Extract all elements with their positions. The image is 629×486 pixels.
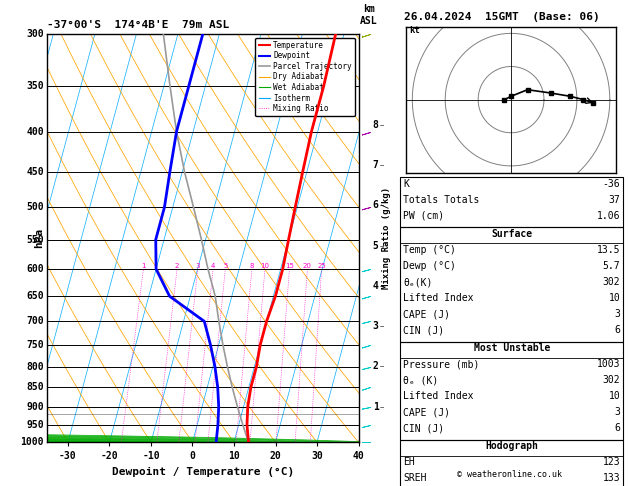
Text: PW (cm): PW (cm) [403, 211, 444, 221]
Text: θₑ (K): θₑ (K) [403, 375, 438, 385]
Text: 400: 400 [26, 126, 44, 137]
Text: CIN (J): CIN (J) [403, 423, 444, 434]
Text: 302: 302 [603, 277, 620, 287]
Text: Temp (°C): Temp (°C) [403, 245, 456, 255]
Text: 1003: 1003 [597, 359, 620, 369]
Text: 123: 123 [603, 457, 620, 468]
Text: 6: 6 [615, 423, 620, 434]
Text: θₑ(K): θₑ(K) [403, 277, 433, 287]
Text: Lifted Index: Lifted Index [403, 391, 474, 401]
Text: 4: 4 [373, 281, 379, 291]
Text: 1: 1 [373, 401, 379, 412]
Text: 750: 750 [26, 340, 44, 350]
Text: 37: 37 [608, 195, 620, 205]
Text: 500: 500 [26, 202, 44, 212]
Text: Totals Totals: Totals Totals [403, 195, 479, 205]
Text: 1: 1 [141, 263, 146, 269]
Text: 5: 5 [373, 241, 379, 251]
Text: 2: 2 [373, 361, 379, 371]
Text: 15: 15 [285, 263, 294, 269]
Text: SREH: SREH [403, 473, 426, 484]
Text: 7: 7 [373, 160, 379, 170]
Text: 650: 650 [26, 291, 44, 301]
Text: 10: 10 [608, 391, 620, 401]
Text: K: K [403, 179, 409, 189]
Text: 25: 25 [317, 263, 326, 269]
Text: 5.7: 5.7 [603, 261, 620, 271]
Text: CAPE (J): CAPE (J) [403, 309, 450, 319]
Text: Dewp (°C): Dewp (°C) [403, 261, 456, 271]
Text: CIN (J): CIN (J) [403, 325, 444, 335]
Text: 300: 300 [26, 29, 44, 39]
Text: 900: 900 [26, 401, 44, 412]
Text: Lifted Index: Lifted Index [403, 293, 474, 303]
Text: Pressure (mb): Pressure (mb) [403, 359, 479, 369]
Text: 10: 10 [608, 293, 620, 303]
Text: 3: 3 [615, 309, 620, 319]
Text: 700: 700 [26, 316, 44, 326]
Text: EH: EH [403, 457, 415, 468]
Text: 10: 10 [260, 263, 269, 269]
Text: 8: 8 [250, 263, 254, 269]
Text: -37°00'S  174°4B'E  79m ASL: -37°00'S 174°4B'E 79m ASL [47, 20, 230, 31]
Text: kt: kt [409, 26, 420, 35]
Legend: Temperature, Dewpoint, Parcel Trajectory, Dry Adiabat, Wet Adiabat, Isotherm, Mi: Temperature, Dewpoint, Parcel Trajectory… [255, 38, 355, 116]
Text: 3: 3 [373, 321, 379, 331]
Text: 1000: 1000 [21, 437, 44, 447]
Text: 800: 800 [26, 362, 44, 372]
Text: 2: 2 [175, 263, 179, 269]
Text: Mixing Ratio (g/kg): Mixing Ratio (g/kg) [382, 187, 391, 289]
Text: 4: 4 [211, 263, 215, 269]
Text: © weatheronline.co.uk: © weatheronline.co.uk [457, 469, 562, 479]
Text: -36: -36 [603, 179, 620, 189]
Text: Surface: Surface [491, 229, 532, 239]
Text: km
ASL: km ASL [360, 4, 377, 26]
Text: 1.06: 1.06 [597, 211, 620, 221]
Text: 5: 5 [223, 263, 228, 269]
Text: 20: 20 [303, 263, 312, 269]
Text: 850: 850 [26, 382, 44, 392]
Text: 3: 3 [615, 407, 620, 417]
Text: 450: 450 [26, 167, 44, 176]
Text: Hodograph: Hodograph [485, 441, 538, 451]
Text: Most Unstable: Most Unstable [474, 343, 550, 353]
Text: CAPE (J): CAPE (J) [403, 407, 450, 417]
Text: 950: 950 [26, 420, 44, 430]
Y-axis label: hPa: hPa [35, 228, 45, 248]
Text: 6: 6 [615, 325, 620, 335]
Text: 8: 8 [373, 120, 379, 130]
Text: 350: 350 [26, 81, 44, 91]
Text: 133: 133 [603, 473, 620, 484]
Text: 302: 302 [603, 375, 620, 385]
X-axis label: Dewpoint / Temperature (°C): Dewpoint / Temperature (°C) [112, 467, 294, 477]
Text: 550: 550 [26, 235, 44, 244]
Text: 3: 3 [196, 263, 200, 269]
Text: 13.5: 13.5 [597, 245, 620, 255]
Text: 600: 600 [26, 264, 44, 274]
Text: 26.04.2024  15GMT  (Base: 06): 26.04.2024 15GMT (Base: 06) [404, 12, 600, 22]
Text: 6: 6 [373, 200, 379, 210]
